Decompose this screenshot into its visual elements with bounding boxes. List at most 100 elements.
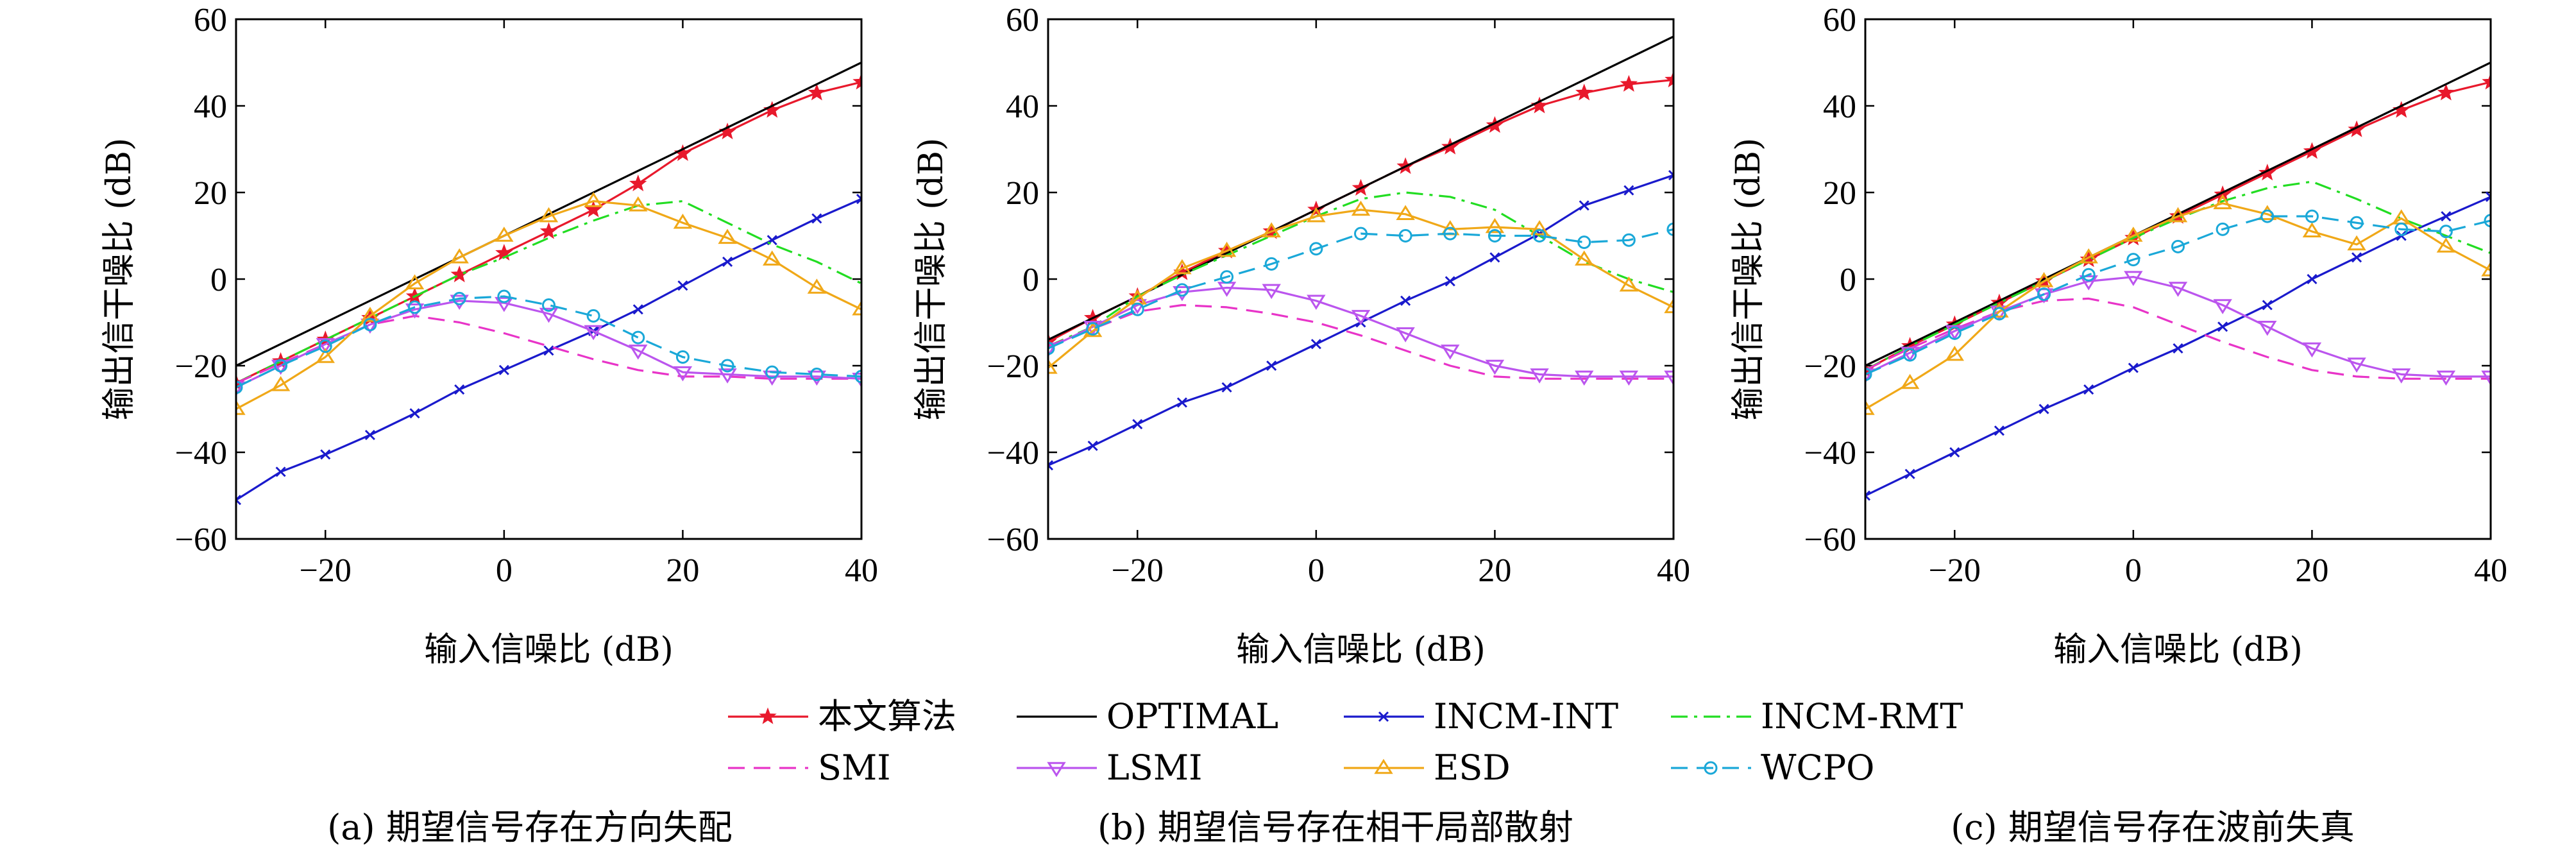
data-point: [2348, 120, 2366, 137]
data-point: [2037, 287, 2051, 302]
data-point: [497, 289, 511, 303]
data-point: [1620, 74, 1638, 92]
data-point: [2034, 272, 2054, 287]
legend: 本文算法 OPTIMAL INCM-INT INCM-RMT SMI LSMI ESD WCP…: [728, 696, 1963, 788]
y-tick-label: 0: [1840, 262, 1856, 298]
data-point: [1945, 345, 1964, 361]
data-point: [1262, 284, 1281, 300]
data-point: [1221, 382, 1232, 393]
y-tick-label: 60: [194, 2, 227, 38]
y-tick-label: −60: [175, 522, 227, 558]
data-point: [2302, 222, 2322, 238]
data-point: [718, 368, 737, 384]
data-point: [765, 365, 779, 379]
data-point: [2436, 370, 2456, 386]
legend-label: ESD: [1434, 747, 1511, 788]
data-point: [586, 309, 600, 323]
legend-label: LSMI: [1106, 747, 1202, 788]
data-point: [1619, 370, 1639, 386]
data-point: [1398, 229, 1412, 243]
y-tick-label: 60: [1006, 2, 1039, 38]
data-point: [811, 213, 822, 224]
y-tick-label: −20: [175, 348, 227, 385]
data-point: [1175, 283, 1189, 297]
data-point: [1623, 185, 1634, 196]
data-point: [316, 348, 335, 363]
data-point: [1351, 200, 1371, 216]
chart-panel-b: −20 0 20 40 −60 −40 −20 0 20 40 60 输入信噪比 (dB) 输出信干噪比…: [912, 2, 1690, 848]
data-point: [1048, 342, 1058, 358]
data-point: [450, 265, 468, 282]
data-point: [1577, 235, 1591, 250]
data-point: [2347, 235, 2366, 251]
data-point: [1354, 226, 1368, 241]
data-point: [409, 408, 420, 419]
data-point: [1486, 115, 1504, 133]
data-point: [1132, 419, 1143, 430]
data-point: [2393, 101, 2411, 118]
y-tick-label: 60: [1823, 2, 1856, 38]
data-point: [722, 256, 733, 268]
data-point: [2258, 164, 2276, 181]
data-point: [2305, 209, 2319, 223]
data-point: [1307, 207, 1326, 223]
data-point: [405, 274, 425, 290]
series-line-optimal: [1865, 62, 2491, 367]
data-point: [2213, 299, 2232, 314]
y-tick-label: 20: [1006, 175, 1039, 212]
data-point: [539, 222, 558, 239]
data-point: [2260, 209, 2275, 223]
data-point: [856, 194, 861, 205]
legend-marker: [1374, 758, 1393, 774]
series-group: [1865, 62, 2491, 501]
x-axis-label: 输入信噪比 (dB): [1236, 631, 1486, 669]
x-tick-label: 40: [1657, 552, 1690, 589]
data-point: [2081, 268, 2096, 282]
legend-label: WCPO: [1761, 747, 1874, 788]
data-point: [674, 144, 692, 161]
data-point: [236, 495, 242, 506]
chart-panels: −20 0 20 40 −60 −40 −20 0 20 40 60 输入信噪比 (dB) 输出信干噪比…: [100, 2, 2507, 848]
y-tick-label: 40: [1823, 89, 1856, 125]
data-point: [2083, 384, 2094, 395]
data-point: [2079, 275, 2098, 291]
y-tick-label: 0: [210, 262, 227, 298]
x-tick-label: 0: [496, 552, 513, 589]
data-point: [1351, 310, 1371, 325]
data-point: [808, 83, 826, 101]
data-point: [495, 296, 514, 312]
data-point: [2350, 216, 2364, 230]
data-point: [1949, 447, 1960, 458]
legend-marker: [1378, 711, 1389, 722]
series-line-lsmi: [236, 300, 861, 389]
data-point: [2481, 261, 2491, 277]
data-point: [852, 300, 861, 316]
series-line-lsmi: [1048, 286, 1674, 378]
series-line-wcpo: [236, 295, 861, 389]
data-point: [2484, 214, 2491, 228]
data-point: [677, 280, 688, 291]
data-point: [364, 429, 375, 441]
legend-entry-wcpo: WCPO: [1671, 747, 1874, 788]
legend-entry-smi: SMI: [728, 747, 891, 788]
data-point: [2302, 342, 2322, 358]
data-point: [1048, 359, 1058, 374]
data-point: [675, 350, 690, 364]
data-point: [1443, 226, 1457, 241]
y-tick-label: −40: [1804, 435, 1856, 472]
data-point: [673, 366, 693, 382]
data-point: [631, 330, 645, 345]
data-point: [1083, 321, 1103, 337]
data-point: [584, 200, 602, 217]
panel-caption: (c) 期望信号存在波前失真: [1951, 807, 2355, 848]
series-group: [1048, 35, 1674, 471]
legend-entry-lsmi: LSMI: [1017, 747, 1202, 788]
data-point: [1396, 205, 1415, 221]
series-line-optimal: [236, 62, 861, 367]
series-line-incm-rmt: [1048, 191, 1674, 348]
data-point: [236, 381, 246, 396]
data-point: [1485, 359, 1505, 375]
data-point: [2439, 225, 2453, 239]
data-point: [450, 248, 469, 264]
data-point: [539, 307, 559, 323]
